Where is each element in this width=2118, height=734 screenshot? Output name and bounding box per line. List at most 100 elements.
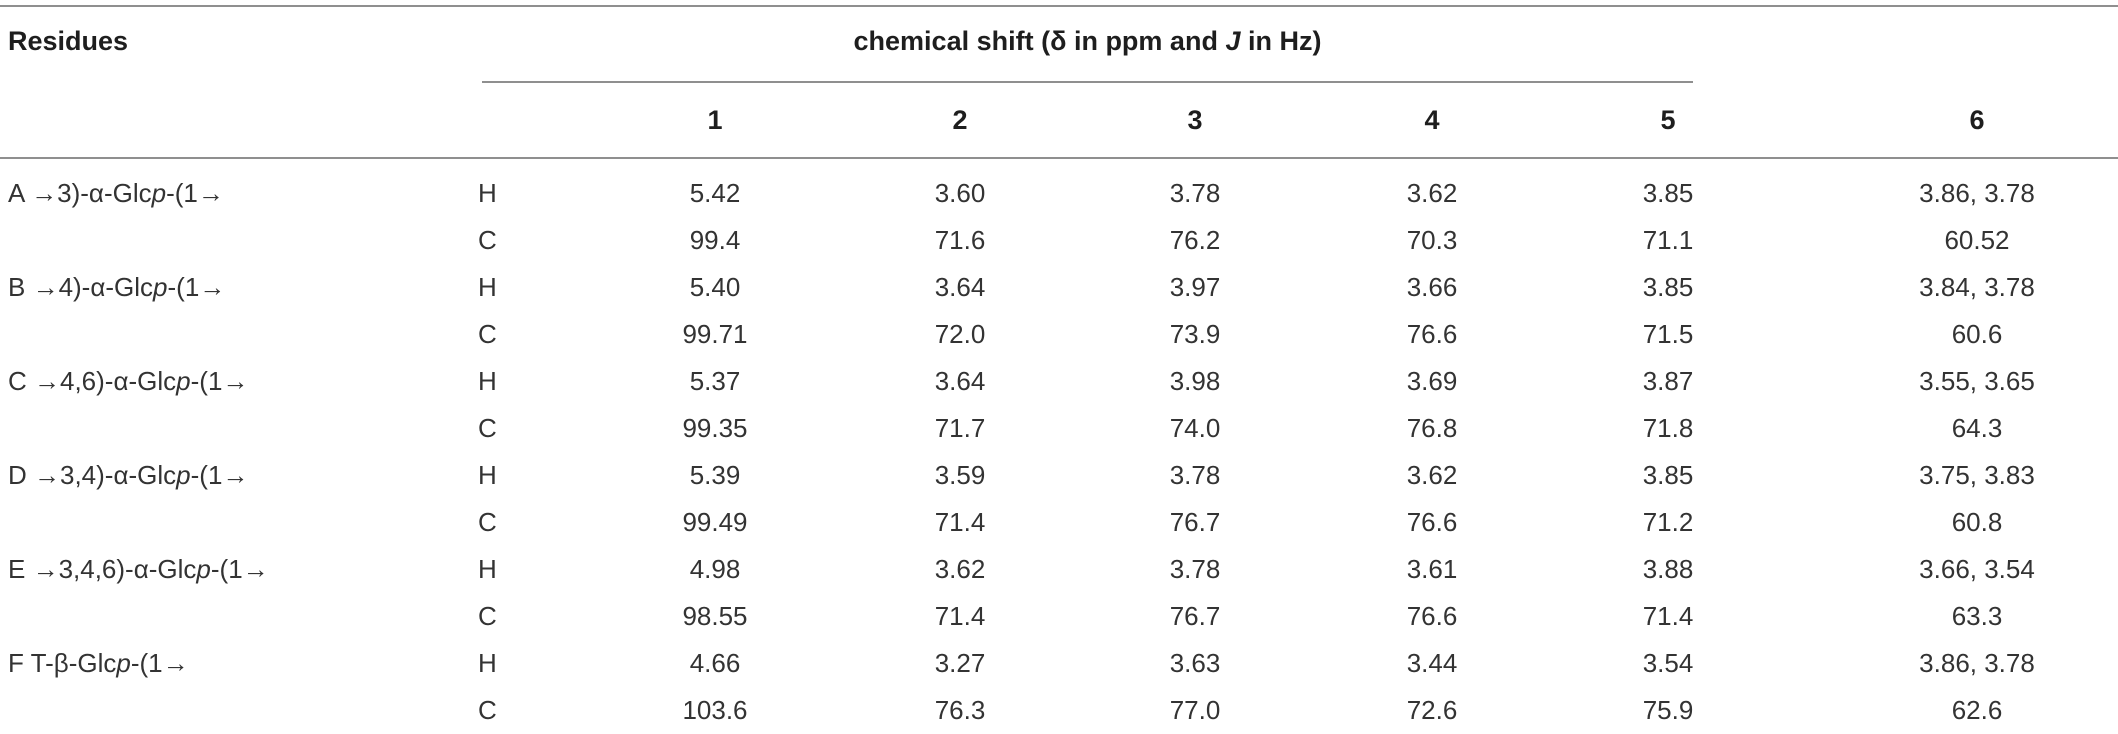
shift-value-col-2: 71.4 (934, 507, 986, 537)
shift-value-col-1: 103.6 (682, 695, 748, 725)
shift-value-col-6: 63.3 (1951, 601, 2003, 631)
shift-value-col-5: 3.85 (1642, 272, 1694, 302)
shift-value-col-3: 76.7 (1169, 507, 1221, 537)
atom-label: H (478, 272, 497, 302)
shift-value-col-1: 99.49 (682, 507, 748, 537)
shift-value-col-5: 3.88 (1642, 554, 1694, 584)
table-row: C 103.6 76.3 77.0 72.6 75.9 62.6 (0, 687, 2118, 734)
shift-value-col-4: 76.6 (1406, 319, 1458, 349)
shift-value-col-2: 3.64 (934, 366, 986, 396)
shift-value-col-1: 4.66 (689, 648, 741, 678)
atom-label: H (478, 366, 497, 396)
residue-label: D →3,4)-α-Glcp-(1→ (8, 460, 249, 490)
shift-value-col-6: 3.66, 3.54 (1919, 554, 2035, 584)
shift-value-col-4: 3.62 (1406, 178, 1458, 208)
column-header-2: 2 (952, 105, 968, 135)
column-header-3: 3 (1187, 105, 1203, 135)
shift-value-col-3: 73.9 (1169, 319, 1221, 349)
shift-value-col-6: 60.52 (1944, 225, 2010, 255)
shift-value-col-6: 3.75, 3.83 (1919, 460, 2035, 490)
residue-label: A →3)-α-Glcp-(1→ (8, 178, 224, 208)
shift-value-col-5: 3.87 (1642, 366, 1694, 396)
chemical-shift-header: chemical shift (δ in ppm and J in Hz) (853, 26, 1322, 56)
shift-value-col-6: 60.6 (1951, 319, 2003, 349)
shift-value-col-4: 70.3 (1406, 225, 1458, 255)
residue-label: F T-β-Glcp-(1→ (8, 648, 189, 678)
column-header-6: 6 (1969, 105, 1985, 135)
shift-value-col-6: 64.3 (1951, 413, 2003, 443)
header-bottom-rule (0, 157, 2118, 159)
atom-label: C (478, 507, 497, 537)
shift-value-col-2: 3.60 (934, 178, 986, 208)
shift-value-col-5: 71.2 (1642, 507, 1694, 537)
shift-value-col-6: 3.55, 3.65 (1919, 366, 2035, 396)
shift-value-col-4: 76.6 (1406, 601, 1458, 631)
shift-value-col-1: 99.35 (682, 413, 748, 443)
shift-value-col-3: 3.78 (1169, 178, 1221, 208)
column-header-4: 4 (1424, 105, 1440, 135)
shift-value-col-2: 3.59 (934, 460, 986, 490)
shift-value-col-1: 98.55 (682, 601, 748, 631)
shift-value-col-1: 5.39 (689, 460, 741, 490)
shift-value-col-4: 76.8 (1406, 413, 1458, 443)
shift-value-col-3: 3.78 (1169, 554, 1221, 584)
shift-value-col-4: 3.62 (1406, 460, 1458, 490)
shift-value-col-2: 76.3 (934, 695, 986, 725)
shift-value-col-4: 76.6 (1406, 507, 1458, 537)
shift-value-col-1: 99.4 (689, 225, 741, 255)
table-row: C 99.49 71.4 76.7 76.6 71.2 60.8 (0, 499, 2118, 546)
atom-label: C (478, 601, 497, 631)
table-row: C 98.55 71.4 76.7 76.6 71.4 63.3 (0, 593, 2118, 640)
atom-label: C (478, 319, 497, 349)
shift-value-col-2: 3.62 (934, 554, 986, 584)
shift-value-col-1: 5.40 (689, 272, 741, 302)
shift-value-col-3: 76.7 (1169, 601, 1221, 631)
atom-label: C (478, 225, 497, 255)
shift-value-col-5: 71.1 (1642, 225, 1694, 255)
shift-value-col-3: 3.63 (1169, 648, 1221, 678)
table-row: B →4)-α-Glcp-(1→ H 5.40 3.64 3.97 3.66 3.85 3.8… (0, 264, 2118, 311)
shift-value-col-3: 76.2 (1169, 225, 1221, 255)
column-header-1: 1 (707, 105, 723, 135)
shift-value-col-2: 71.7 (934, 413, 986, 443)
table-row: C →4,6)-α-Glcp-(1→ H 5.37 3.64 3.98 3.69 3.87 3… (0, 358, 2118, 405)
shift-value-col-5: 3.85 (1642, 460, 1694, 490)
shift-value-col-4: 3.44 (1406, 648, 1458, 678)
shift-value-col-3: 3.97 (1169, 272, 1221, 302)
residue-label: C →4,6)-α-Glcp-(1→ (8, 366, 249, 396)
table-top-rule (0, 5, 2118, 7)
shift-value-col-6: 3.84, 3.78 (1919, 272, 2035, 302)
shift-value-col-4: 3.66 (1406, 272, 1458, 302)
table-row: D →3,4)-α-Glcp-(1→ H 5.39 3.59 3.78 3.62 3.85 3… (0, 452, 2118, 499)
shift-value-col-6: 3.86, 3.78 (1919, 648, 2035, 678)
shift-value-col-5: 71.5 (1642, 319, 1694, 349)
shift-value-col-5: 75.9 (1642, 695, 1694, 725)
shift-value-col-4: 72.6 (1406, 695, 1458, 725)
shift-value-col-2: 3.64 (934, 272, 986, 302)
residues-header: Residues (8, 26, 129, 56)
spanner-rule (482, 81, 1693, 83)
table-row: C 99.35 71.7 74.0 76.8 71.8 64.3 (0, 405, 2118, 452)
shift-value-col-2: 71.6 (934, 225, 986, 255)
shift-value-col-5: 3.54 (1642, 648, 1694, 678)
shift-value-col-4: 3.61 (1406, 554, 1458, 584)
atom-label: C (478, 413, 497, 443)
shift-value-col-2: 71.4 (934, 601, 986, 631)
atom-label: H (478, 648, 497, 678)
shift-value-col-3: 3.78 (1169, 460, 1221, 490)
shift-value-col-5: 71.4 (1642, 601, 1694, 631)
residue-label: E →3,4,6)-α-Glcp-(1→ (8, 554, 269, 584)
shift-value-col-2: 3.27 (934, 648, 986, 678)
residue-label: B →4)-α-Glcp-(1→ (8, 272, 226, 302)
shift-value-col-5: 71.8 (1642, 413, 1694, 443)
shift-value-col-1: 5.37 (689, 366, 741, 396)
shift-value-col-1: 99.71 (682, 319, 748, 349)
shift-value-col-4: 3.69 (1406, 366, 1458, 396)
table-row: E →3,4,6)-α-Glcp-(1→ H 4.98 3.62 3.78 3.61 3.8… (0, 546, 2118, 593)
shift-value-col-2: 72.0 (934, 319, 986, 349)
shift-value-col-1: 4.98 (689, 554, 741, 584)
shift-value-col-3: 77.0 (1169, 695, 1221, 725)
table-row: F T-β-Glcp-(1→ H 4.66 3.27 3.63 3.44 3.54 3.86,… (0, 640, 2118, 687)
shift-value-col-3: 74.0 (1169, 413, 1221, 443)
atom-label: H (478, 554, 497, 584)
